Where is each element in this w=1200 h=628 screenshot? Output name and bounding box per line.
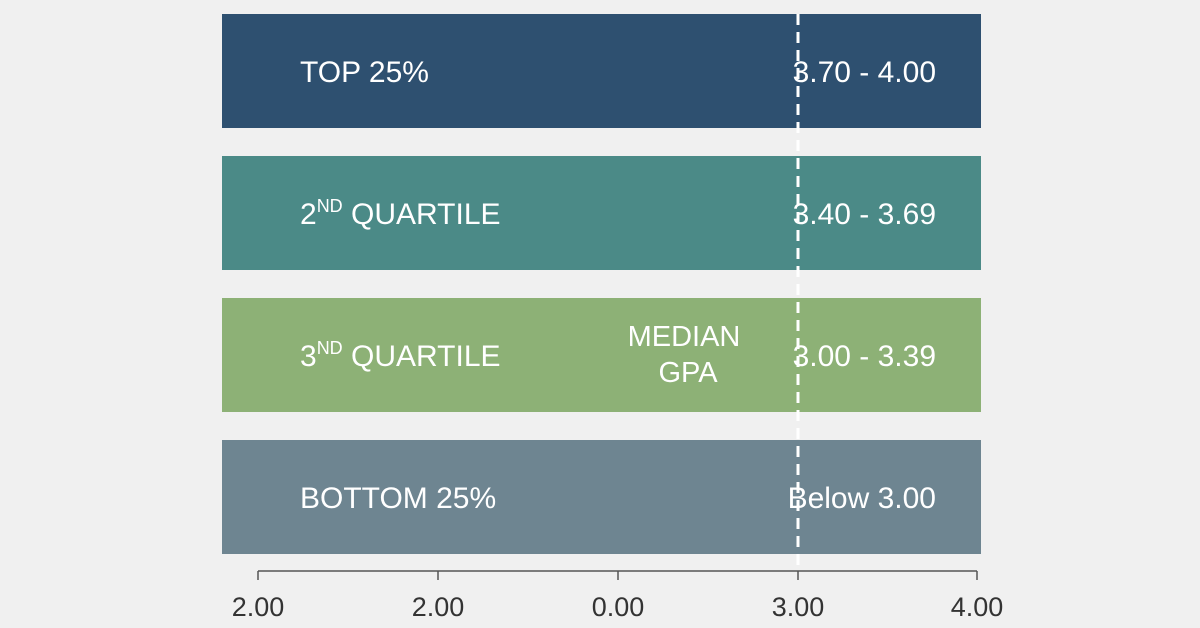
quartile-label-text: TOP 25% <box>300 56 429 89</box>
x-tick-label: 0.00 <box>592 592 645 622</box>
x-tick-label: 2.00 <box>412 592 465 622</box>
x-tick-label: 4.00 <box>951 592 1004 622</box>
quartile-suffix-text: QUARTILE <box>343 198 501 231</box>
gpa-range-label: Below 3.00 <box>788 482 936 515</box>
quartile-ordinal: 2 <box>300 198 317 231</box>
median-gpa-label: MEDIAN GPA <box>628 321 749 389</box>
quartile-label: BOTTOM 25% <box>300 482 496 515</box>
quartile-label: TOP 25% <box>300 56 429 89</box>
quartile-bar <box>222 440 981 554</box>
x-axis: 2.00 2.00 0.00 3.00 4.00 <box>232 570 1004 622</box>
gpa-range-label: 3.70 - 4.00 <box>793 56 936 89</box>
quartile-bar <box>222 298 981 412</box>
quartile-ordinal-suffix: ND <box>317 196 343 216</box>
quartile-label-text: BOTTOM 25% <box>300 482 496 515</box>
x-tick-label: 2.00 <box>232 592 285 622</box>
quartile-band: 2ND QUARTILE 3.40 - 3.69 <box>222 156 981 270</box>
quartile-bar <box>222 14 981 128</box>
quartile-band: BOTTOM 25% Below 3.00 <box>222 440 981 554</box>
quartile-bar <box>222 156 981 270</box>
quartile-band: TOP 25% 3.70 - 4.00 <box>222 14 981 128</box>
quartile-label: 2ND QUARTILE <box>300 196 501 231</box>
x-tick-label: 3.00 <box>772 592 825 622</box>
quartile-label: 3ND QUARTILE <box>300 338 501 373</box>
quartile-suffix-text: QUARTILE <box>343 340 501 373</box>
quartile-ordinal: 3 <box>300 340 317 373</box>
gpa-range-label: 3.00 - 3.39 <box>793 340 936 373</box>
quartile-band: 3ND QUARTILE 3.00 - 3.39 <box>222 298 981 412</box>
gpa-range-label: 3.40 - 3.69 <box>793 198 936 231</box>
quartile-ordinal-suffix: ND <box>317 338 343 358</box>
